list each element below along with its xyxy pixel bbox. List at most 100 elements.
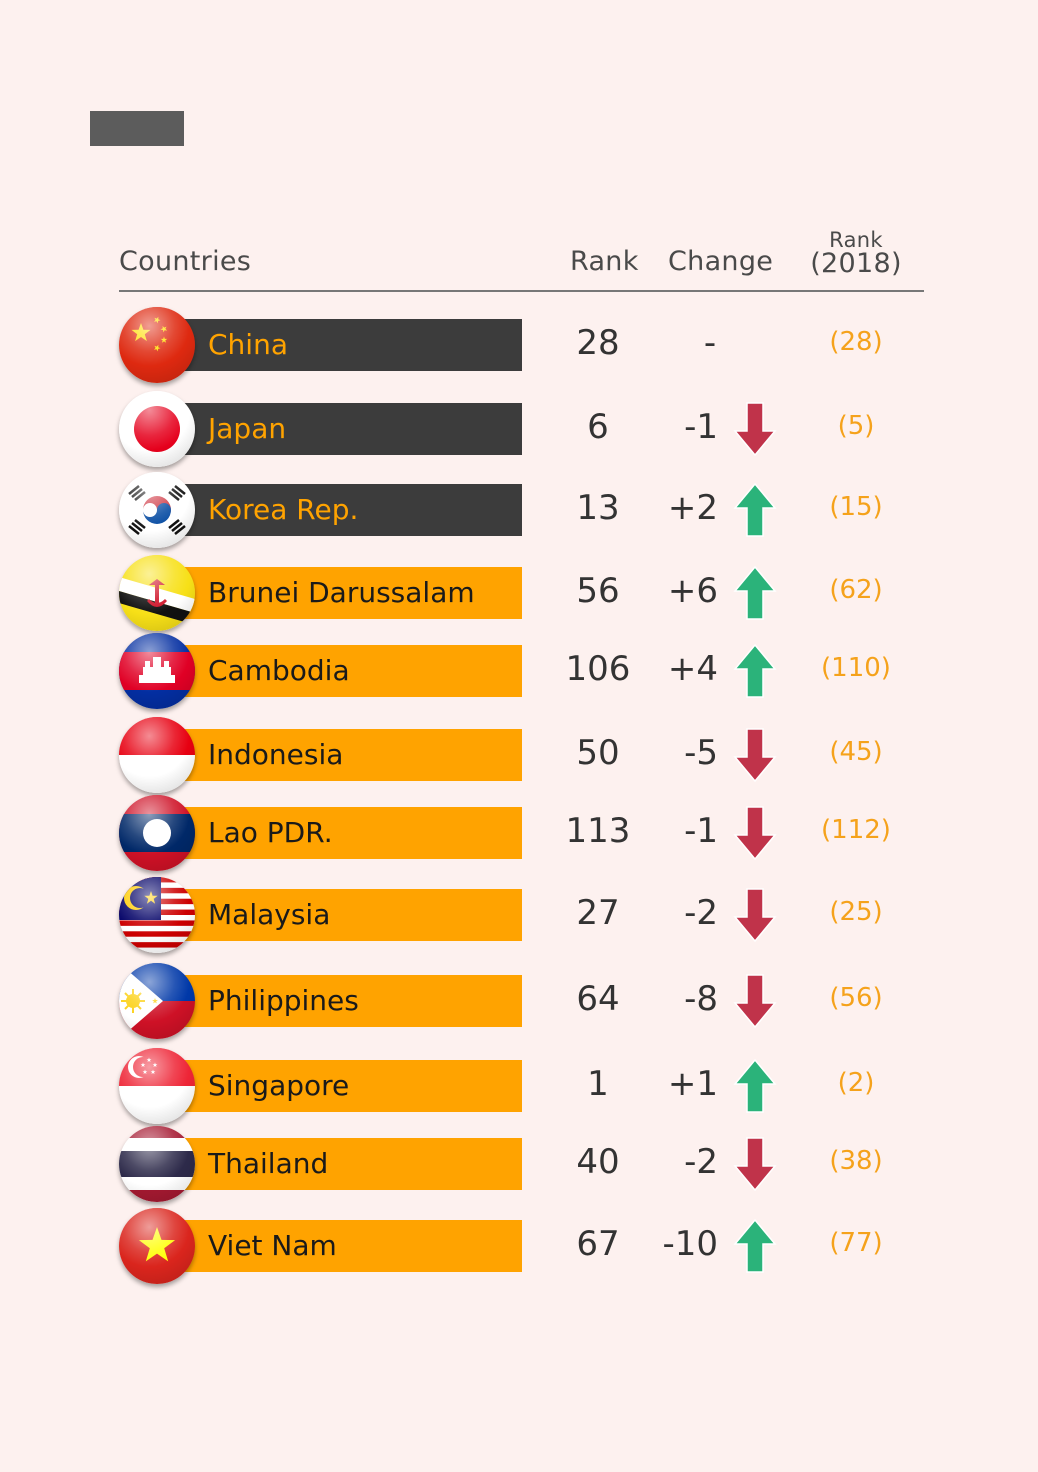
up-arrow-icon [733,565,777,621]
malaysia-flag-icon [119,877,195,953]
up-arrow-icon [733,643,777,699]
country-bar [170,319,522,371]
thailand-flag-icon [119,1126,195,1202]
country-name: Malaysia [208,898,331,931]
table-row: Korea Rep. 13 +2 (15) [0,470,1038,550]
rank-2018-value: (56) [829,983,883,1013]
header-rank: Rank [570,246,639,277]
change-value: +6 [667,571,718,611]
rank-value: 27 [576,893,620,933]
table-row: Singapore 1 +1 (2) [0,1046,1038,1126]
down-arrow-icon [733,973,777,1029]
rank-value: 56 [576,571,620,611]
header-rank-2018-year: (2018) [810,248,902,279]
table-row: Brunei Darussalam 56 +6 (62) [0,553,1038,633]
country-bar [170,403,522,455]
country-name: Thailand [208,1147,329,1180]
vietnam-flag-icon [119,1208,195,1284]
laos-flag-icon [119,795,195,871]
rank-value: 106 [565,649,631,689]
rank-2018-value: (77) [829,1228,883,1258]
rank-2018-value: (38) [829,1146,883,1176]
table-row: Malaysia 27 -2 (25) [0,875,1038,955]
table-row: Thailand 40 -2 (38) [0,1124,1038,1204]
rank-2018-value: (110) [821,653,891,683]
country-name: Japan [208,412,287,445]
country-name: Philippines [208,984,359,1017]
country-name: Viet Nam [208,1229,337,1262]
header-rank-2018: Rank (2018) [808,228,904,279]
change-value: -1 [684,407,718,447]
country-bar [170,975,522,1027]
rank-2018-value: (25) [829,897,883,927]
country-name: Cambodia [208,654,350,687]
country-name: Lao PDR. [208,816,333,849]
table-row: Cambodia 106 +4 (110) [0,631,1038,711]
rank-value: 64 [576,979,620,1019]
country-bar [170,567,522,619]
country-bar [170,1138,522,1190]
country-bar [170,889,522,941]
rank-2018-value: (62) [829,575,883,605]
header-block [90,111,184,146]
change-value: - [703,323,717,363]
korea-flag-icon [119,472,195,548]
table-row: Lao PDR. 113 -1 (112) [0,793,1038,873]
change-value: +1 [667,1064,718,1104]
rank-value: 28 [576,323,620,363]
down-arrow-icon [733,805,777,861]
japan-flag-icon [119,391,195,467]
up-arrow-icon [733,482,777,538]
rank-value: 50 [576,733,620,773]
change-value: -10 [662,1224,718,1264]
country-bar [170,484,522,536]
indonesia-flag-icon [119,717,195,793]
change-value: +4 [667,649,718,689]
china-flag-icon [119,307,195,383]
change-value: -2 [684,893,718,933]
rank-value: 1 [587,1064,609,1104]
rank-2018-value: (28) [829,327,883,357]
table-row: Philippines 64 -8 (56) [0,961,1038,1041]
rank-2018-value: (45) [829,737,883,767]
rank-2018-value: (15) [829,492,883,522]
down-arrow-icon [733,887,777,943]
change-value: -2 [684,1142,718,1182]
country-bar [170,807,522,859]
country-name: Singapore [208,1069,350,1102]
rank-2018-value: (5) [837,411,875,441]
up-arrow-icon [733,1218,777,1274]
table-row: Indonesia 50 -5 (45) [0,715,1038,795]
table-row: Viet Nam 67 -10 (77) [0,1206,1038,1286]
rank-value: 6 [587,407,609,447]
down-arrow-icon [733,401,777,457]
singapore-flag-icon [119,1048,195,1124]
change-value: -5 [684,733,718,773]
header-rank-2018-label: Rank [829,228,883,252]
country-bar [170,1060,522,1112]
rank-2018-value: (112) [821,815,891,845]
country-name: China [208,328,288,361]
change-value: -8 [684,979,718,1019]
down-arrow-icon [733,1136,777,1192]
philippines-flag-icon [119,963,195,1039]
change-value: +2 [667,488,718,528]
table-row: China 28 - (28) [0,305,1038,385]
country-bar [170,729,522,781]
country-name: Korea Rep. [208,493,359,526]
change-value: -1 [684,811,718,851]
rank-value: 67 [576,1224,620,1264]
rank-value: 40 [576,1142,620,1182]
rank-value: 113 [565,811,631,851]
cambodia-flag-icon [119,633,195,709]
up-arrow-icon [733,1058,777,1114]
header-countries: Countries [119,246,252,277]
brunei-flag-icon [119,555,195,631]
table-row: Japan 6 -1 (5) [0,389,1038,469]
country-name: Brunei Darussalam [208,576,475,609]
rank-2018-value: (2) [837,1068,875,1098]
country-bar [170,1220,522,1272]
header-divider [119,290,924,292]
header-change: Change [668,246,774,277]
country-bar [170,645,522,697]
